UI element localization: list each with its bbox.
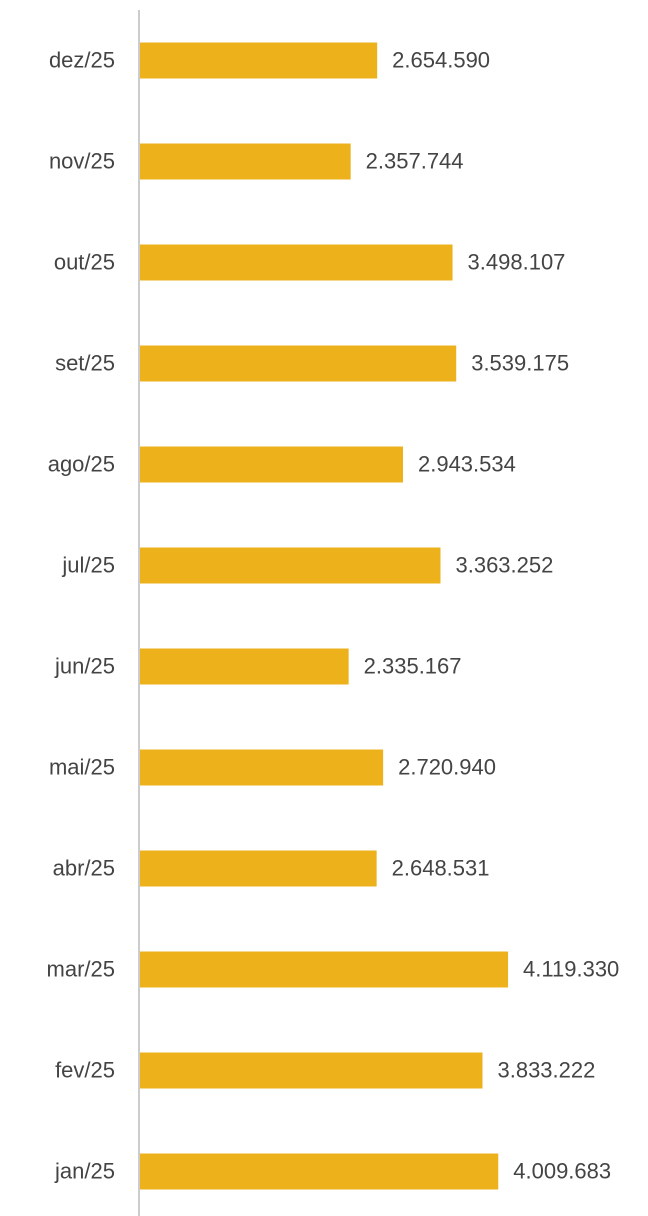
value-label: 2.335.167 [364, 653, 462, 678]
bar [140, 42, 378, 79]
category-label: mar/25 [47, 956, 115, 981]
value-label: 4.009.683 [513, 1158, 611, 1183]
value-label: 2.357.744 [366, 148, 464, 173]
value-label: 3.498.107 [468, 249, 566, 274]
bar [140, 749, 384, 786]
category-label: abr/25 [53, 855, 115, 880]
bar [140, 446, 403, 483]
bar [140, 143, 351, 180]
bar [140, 850, 377, 887]
bar [140, 1052, 483, 1089]
bar [140, 547, 441, 584]
bar [140, 345, 457, 382]
category-label: set/25 [55, 350, 115, 375]
bar [140, 951, 509, 988]
category-label: ago/25 [48, 451, 115, 476]
category-label: jan/25 [54, 1158, 115, 1183]
value-label: 3.539.175 [471, 350, 569, 375]
value-label: 3.363.252 [455, 552, 553, 577]
category-label: jun/25 [54, 653, 115, 678]
bar [140, 1153, 499, 1190]
category-label: nov/25 [49, 148, 115, 173]
value-label: 4.119.330 [523, 956, 619, 981]
value-label: 3.833.222 [497, 1057, 595, 1082]
value-label: 2.654.590 [392, 47, 490, 72]
category-label: jul/25 [61, 552, 115, 577]
bar [140, 648, 349, 685]
value-label: 2.943.534 [418, 451, 516, 476]
category-label: out/25 [54, 249, 115, 274]
category-label: mai/25 [49, 754, 115, 779]
category-label: dez/25 [49, 47, 115, 72]
bar [140, 244, 453, 281]
value-label: 2.648.531 [392, 855, 490, 880]
category-label: fev/25 [55, 1057, 115, 1082]
value-label: 2.720.940 [398, 754, 496, 779]
